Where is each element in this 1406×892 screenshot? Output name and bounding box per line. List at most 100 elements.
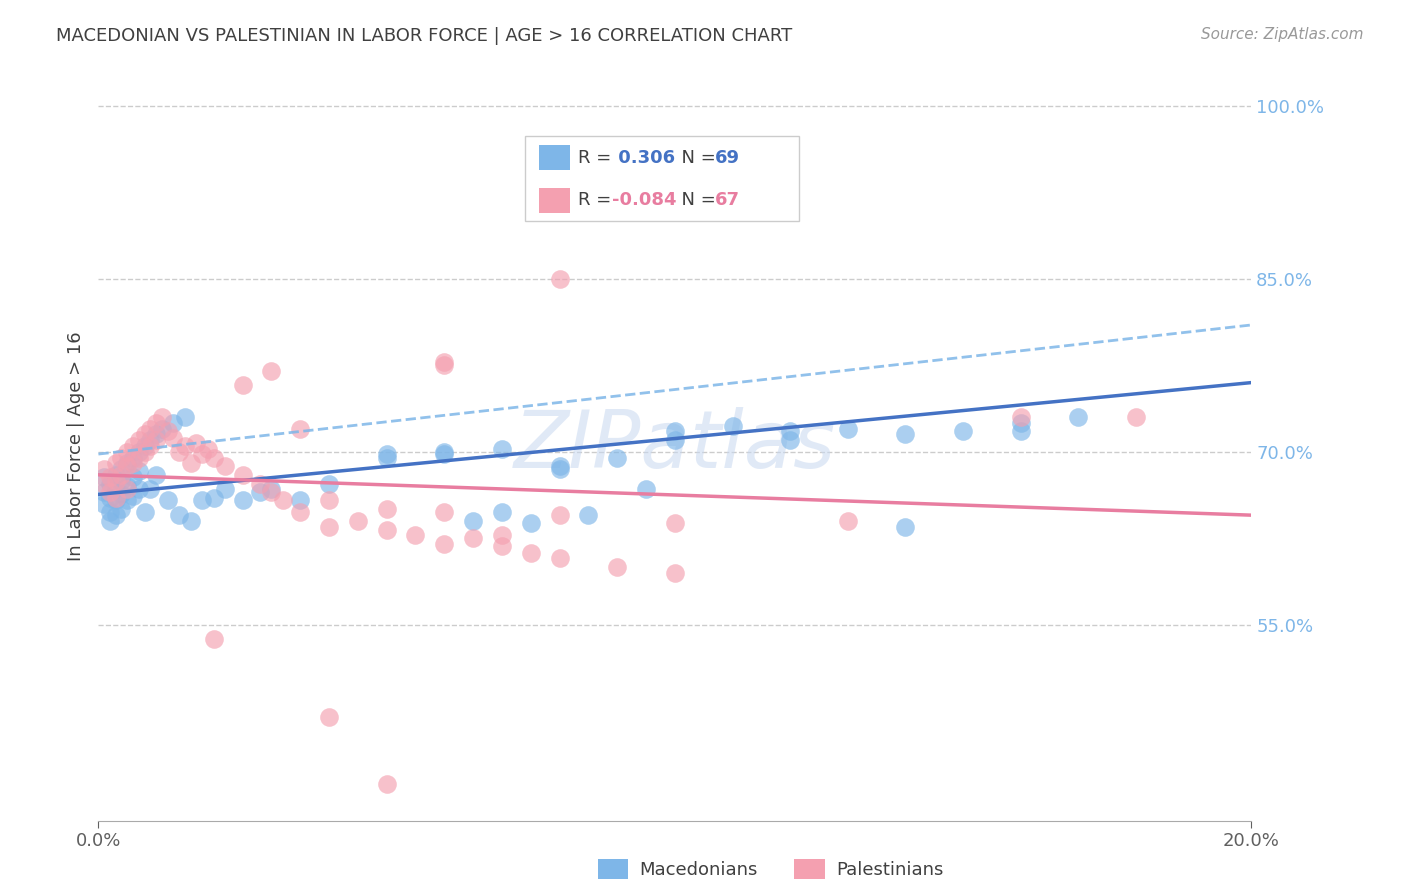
Point <box>202 450 225 465</box>
Point <box>98 477 121 491</box>
Point <box>721 419 744 434</box>
Text: 69: 69 <box>714 149 740 167</box>
Point <box>461 531 484 545</box>
Point <box>231 378 254 392</box>
Point <box>606 450 628 465</box>
Point <box>128 464 150 478</box>
Point <box>104 456 127 470</box>
Point <box>405 528 427 542</box>
Point <box>167 444 190 458</box>
Point <box>1010 416 1032 430</box>
Point <box>548 272 571 286</box>
Point <box>1010 424 1032 438</box>
Point <box>98 491 121 505</box>
Point <box>249 477 271 491</box>
Point <box>837 422 859 436</box>
Point <box>375 523 398 537</box>
Text: Palestinians: Palestinians <box>837 861 943 879</box>
Point <box>139 434 162 448</box>
Point <box>150 410 173 425</box>
Point <box>375 450 398 465</box>
Point <box>167 508 190 523</box>
Point <box>664 516 686 531</box>
Point <box>117 456 139 470</box>
Point <box>433 505 456 519</box>
Point <box>122 450 145 465</box>
Point <box>145 427 167 442</box>
Point <box>98 470 121 484</box>
Text: N =: N = <box>669 191 721 209</box>
Point <box>271 493 294 508</box>
Point <box>260 364 283 378</box>
Point <box>174 439 197 453</box>
Point <box>145 434 167 448</box>
Point <box>174 410 197 425</box>
Point <box>128 444 150 458</box>
Point <box>548 458 571 473</box>
Text: Source: ZipAtlas.com: Source: ZipAtlas.com <box>1201 27 1364 42</box>
Point <box>104 491 127 505</box>
Point <box>191 493 214 508</box>
Text: 0.306: 0.306 <box>612 149 675 167</box>
Text: N =: N = <box>669 149 721 167</box>
Point <box>139 482 162 496</box>
Point <box>606 560 628 574</box>
Point <box>117 444 139 458</box>
Point <box>104 508 127 523</box>
Point <box>110 487 132 501</box>
Point <box>433 447 456 461</box>
Point <box>260 485 283 500</box>
Point <box>117 458 139 473</box>
Point <box>156 424 179 438</box>
Point <box>104 474 127 488</box>
Point <box>122 489 145 503</box>
Point <box>491 528 513 542</box>
Point <box>375 447 398 461</box>
Point <box>548 462 571 476</box>
Point <box>110 467 132 482</box>
Point <box>122 439 145 453</box>
Point <box>214 458 236 473</box>
Point <box>98 485 121 500</box>
Point <box>664 566 686 580</box>
Text: -0.084: -0.084 <box>612 191 676 209</box>
Point <box>93 470 115 484</box>
Text: R =: R = <box>578 191 617 209</box>
Point <box>98 505 121 519</box>
Point <box>117 493 139 508</box>
Point <box>318 477 340 491</box>
Point <box>433 359 456 373</box>
Point <box>461 514 484 528</box>
Point <box>491 539 513 553</box>
Point <box>290 505 312 519</box>
Point <box>578 508 600 523</box>
Point <box>952 424 974 438</box>
Point <box>346 514 368 528</box>
Point <box>128 450 150 465</box>
Point <box>260 482 283 496</box>
Point <box>202 491 225 505</box>
Point <box>214 482 236 496</box>
Point <box>491 505 513 519</box>
Point <box>375 502 398 516</box>
Text: R =: R = <box>578 149 617 167</box>
Point <box>548 550 571 565</box>
Point <box>128 434 150 448</box>
Point <box>110 474 132 488</box>
Point <box>180 456 202 470</box>
Point <box>1067 410 1090 425</box>
Point <box>104 467 127 482</box>
Point <box>186 435 208 450</box>
Point <box>134 439 156 453</box>
Point <box>93 477 115 491</box>
Point <box>231 493 254 508</box>
Point <box>290 422 312 436</box>
Point <box>134 444 156 458</box>
Point <box>894 519 917 533</box>
Point <box>202 632 225 646</box>
Point <box>1125 410 1147 425</box>
Point <box>290 493 312 508</box>
Point <box>636 482 658 496</box>
Point <box>104 482 127 496</box>
Point <box>318 493 340 508</box>
